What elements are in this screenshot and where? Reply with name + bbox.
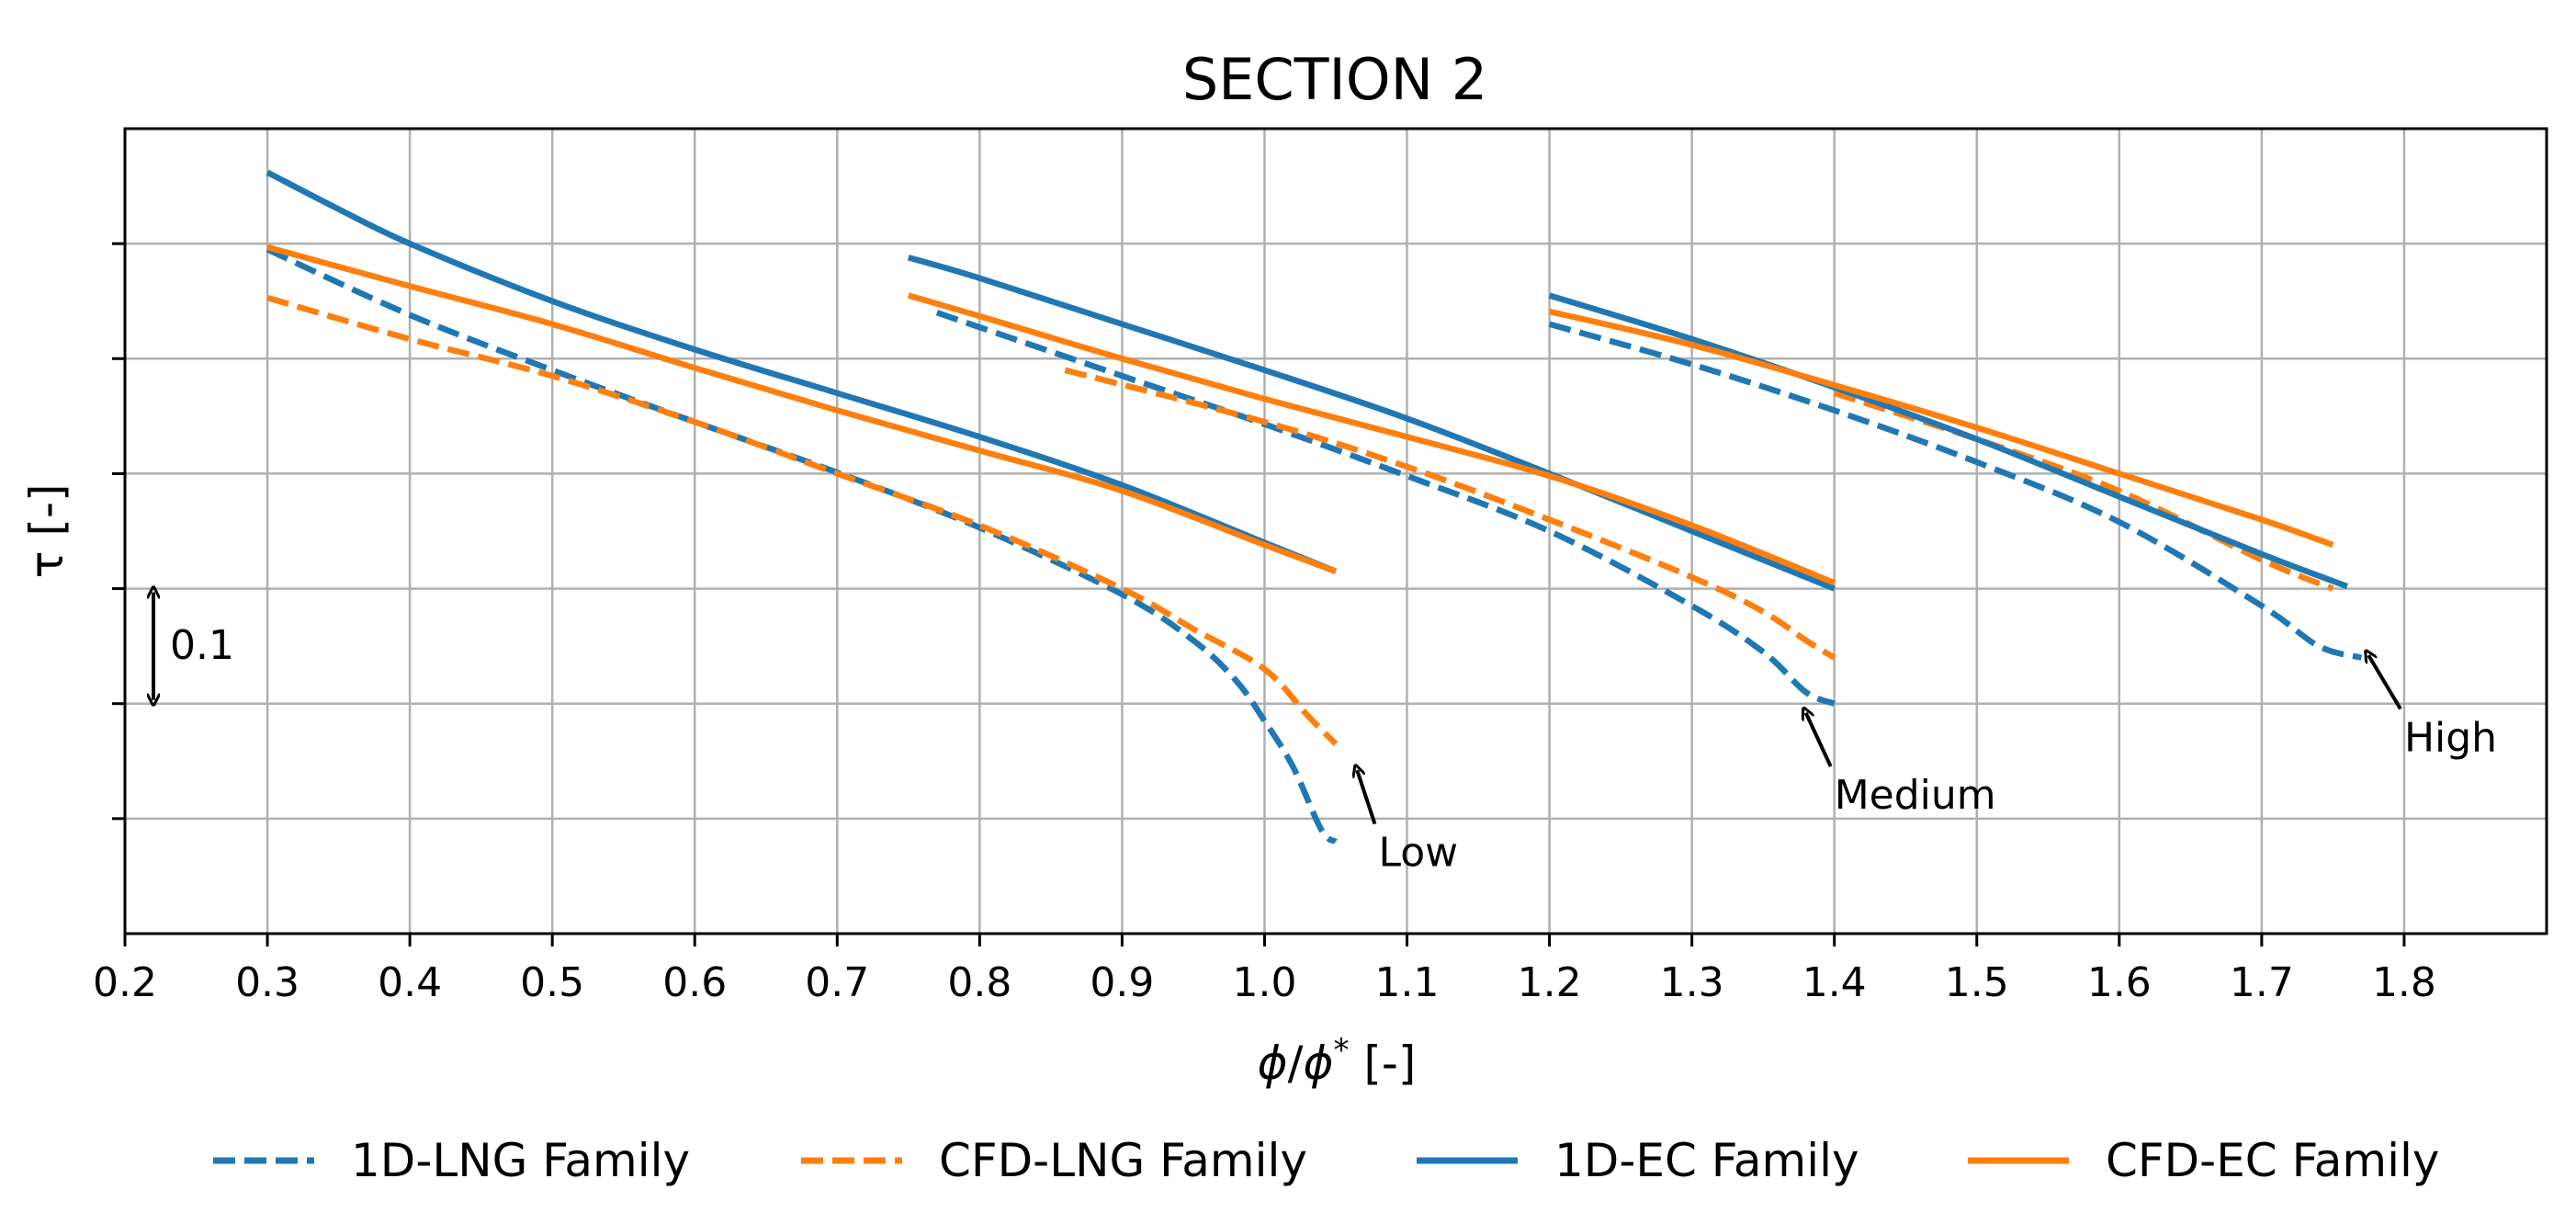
cfd-ec-family-curve-2 (907, 292, 1836, 586)
x-tick-label: 0.8 (947, 959, 1011, 1006)
cfd-lng-family-curve-1 (266, 294, 1339, 746)
x-axis-label: ϕ/ϕ* [-] (1258, 1032, 1417, 1090)
annotation-label: High (2404, 715, 2497, 762)
legend-item-1d-lng-family: 1D-LNG Family (213, 1134, 690, 1187)
legend-label: CFD-EC Family (2106, 1134, 2440, 1187)
legend-item-cfd-ec-family: CFD-EC Family (1968, 1134, 2440, 1187)
1d-ec-family-curve-2 (907, 255, 1836, 592)
x-tick-label: 1.5 (1945, 959, 2009, 1006)
series-1d-lng-family (266, 246, 2363, 844)
annotation-arrow (1357, 770, 1377, 825)
scale-bar: 0.1 (153, 593, 234, 700)
x-tick-label: 1.1 (1375, 959, 1440, 1006)
x-tick-label: 0.2 (93, 959, 157, 1006)
legend-item-cfd-lng-family: CFD-LNG Family (801, 1134, 1307, 1187)
1d-ec-family-curve-3 (1548, 292, 2349, 590)
series-layer (266, 169, 2363, 844)
x-tick-label: 1.2 (1518, 959, 1582, 1006)
annotation-high: High (2368, 655, 2497, 762)
series-1d-ec-family (266, 169, 2349, 592)
series-cfd-lng-family (266, 294, 2334, 746)
cfd-lng-family-curve-2 (1064, 367, 1836, 661)
x-tick-label: 0.5 (520, 959, 584, 1006)
x-tick-label: 1.4 (1802, 959, 1867, 1006)
legend-item-1d-ec-family: 1D-EC Family (1417, 1134, 1859, 1187)
annotation-label: Low (1379, 830, 1459, 877)
grid (123, 129, 2547, 934)
1d-lng-family-curve-2 (935, 310, 1836, 707)
annotations: Low Medium High (1357, 655, 2497, 877)
chart-title: SECTION 2 (1182, 46, 1487, 113)
annotation-label: Medium (1835, 772, 1996, 819)
x-tick-label: 1.7 (2230, 959, 2294, 1006)
x-tick-label: 0.9 (1090, 959, 1154, 1006)
1d-ec-family-curve-1 (266, 169, 1338, 574)
cfd-lng-family-curve-3 (1833, 390, 2334, 592)
y-axis-label: τ [-] (20, 483, 73, 578)
legend: 1D-LNG Family CFD-LNG Family 1D-EC Family C… (213, 1134, 2440, 1187)
1d-lng-family-curve-3 (1548, 321, 2363, 661)
x-tick-label: 0.3 (235, 959, 299, 1006)
cfd-ec-family-curve-1 (266, 244, 1338, 574)
x-tick-label: 0.7 (805, 959, 869, 1006)
x-tick-label: 1.3 (1660, 959, 1724, 1006)
x-tick-label: 1.0 (1232, 959, 1296, 1006)
scale-bar-label: 0.1 (170, 622, 234, 669)
x-tick-label: 1.8 (2372, 959, 2436, 1006)
annotation-arrow (2368, 655, 2402, 710)
annotation-arrow (1806, 713, 1833, 767)
x-tick-label: 0.6 (662, 959, 727, 1006)
x-tick-label: 0.4 (378, 959, 442, 1006)
plot-frame (123, 127, 2548, 935)
cfd-ec-family-curve-3 (1548, 308, 2334, 549)
legend-label: 1D-EC Family (1554, 1134, 1859, 1187)
annotation-medium: Medium (1806, 713, 1996, 819)
y-axis (112, 242, 125, 821)
x-tick-label: 1.6 (2087, 959, 2152, 1006)
annotation-low: Low (1357, 770, 1459, 877)
legend-label: CFD-LNG Family (939, 1134, 1307, 1187)
legend-label: 1D-LNG Family (351, 1134, 690, 1187)
series-cfd-ec-family (266, 244, 2334, 586)
x-axis: 0.2 0.3 0.4 0.5 0.6 0.7 0.8 0.9 1.0 1.1 1.2 1.3 1.4 1… (93, 934, 2436, 1006)
1d-lng-family-curve-1 (266, 246, 1339, 844)
